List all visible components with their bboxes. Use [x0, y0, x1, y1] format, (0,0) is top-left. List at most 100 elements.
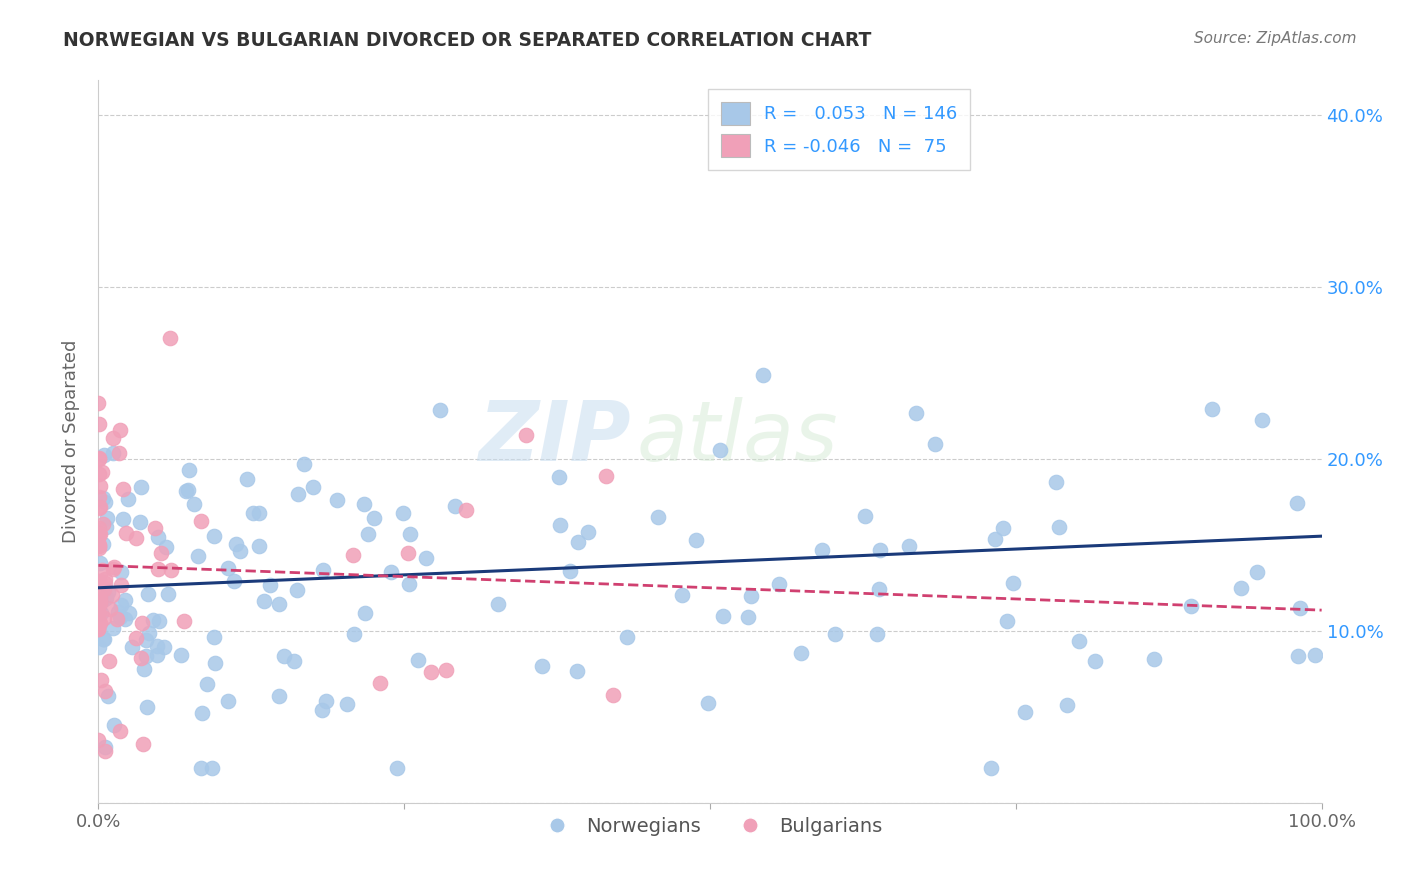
Point — [87, 607, 110, 621]
Point — [1001, 575, 1024, 590]
Point — [190, 514, 212, 528]
Point — [118, 606, 141, 620]
Point — [984, 533, 1007, 547]
Point — [87, 611, 110, 625]
Point — [202, 630, 225, 644]
Point — [107, 446, 129, 460]
Point — [129, 650, 152, 665]
Point — [616, 630, 638, 644]
Point — [117, 492, 139, 507]
Point — [392, 506, 415, 520]
Point — [647, 510, 669, 524]
Point — [1201, 402, 1223, 417]
Point — [790, 646, 813, 660]
Point — [142, 613, 165, 627]
Point — [225, 536, 247, 550]
Point — [108, 423, 131, 437]
Point — [285, 583, 308, 598]
Point — [287, 486, 309, 500]
Text: ZIP: ZIP — [478, 398, 630, 478]
Point — [89, 478, 111, 492]
Point — [415, 551, 437, 566]
Point — [87, 531, 110, 545]
Point — [150, 546, 173, 560]
Point — [177, 483, 200, 498]
Point — [89, 592, 111, 607]
Point — [87, 467, 110, 482]
Point — [89, 556, 111, 570]
Point — [89, 589, 111, 603]
Point — [217, 561, 239, 575]
Point — [97, 584, 120, 599]
Point — [156, 587, 179, 601]
Point — [869, 543, 891, 558]
Point — [93, 582, 115, 597]
Point — [87, 732, 110, 747]
Point — [406, 653, 429, 667]
Point — [456, 502, 478, 516]
Y-axis label: Divorced or Separated: Divorced or Separated — [62, 340, 80, 543]
Point — [110, 578, 132, 592]
Point — [1069, 634, 1091, 648]
Point — [242, 506, 264, 520]
Point — [398, 577, 420, 591]
Point — [87, 597, 110, 611]
Point — [108, 609, 131, 624]
Point — [1303, 648, 1326, 662]
Point — [1014, 705, 1036, 719]
Point — [93, 632, 115, 646]
Point — [90, 606, 112, 620]
Point — [121, 640, 143, 654]
Point — [396, 546, 419, 560]
Point — [98, 602, 121, 616]
Point — [93, 448, 115, 462]
Point — [567, 535, 589, 549]
Point — [100, 588, 122, 602]
Point — [146, 639, 169, 653]
Point — [114, 612, 136, 626]
Point — [236, 472, 259, 486]
Point — [91, 491, 114, 505]
Point — [302, 480, 325, 494]
Point — [125, 631, 148, 645]
Legend: Norwegians, Bulgarians: Norwegians, Bulgarians — [530, 809, 890, 844]
Point — [1286, 496, 1309, 510]
Point — [174, 483, 197, 498]
Text: atlas: atlas — [637, 398, 838, 478]
Point — [711, 608, 734, 623]
Point — [101, 621, 124, 635]
Point — [114, 593, 136, 607]
Point — [357, 527, 380, 541]
Point — [326, 492, 349, 507]
Point — [898, 539, 921, 553]
Point — [443, 499, 465, 513]
Point — [132, 663, 155, 677]
Point — [685, 533, 707, 547]
Text: Source: ZipAtlas.com: Source: ZipAtlas.com — [1194, 31, 1357, 46]
Point — [419, 665, 441, 679]
Point — [94, 573, 117, 587]
Point — [125, 531, 148, 545]
Point — [115, 526, 138, 541]
Point — [550, 517, 572, 532]
Point — [87, 521, 110, 535]
Point — [292, 457, 315, 471]
Point — [105, 612, 128, 626]
Point — [153, 640, 176, 654]
Point — [110, 723, 132, 738]
Point — [1246, 566, 1268, 580]
Point — [1084, 654, 1107, 668]
Point — [363, 510, 385, 524]
Point — [197, 676, 219, 690]
Point — [136, 587, 159, 601]
Point — [312, 563, 335, 577]
Point — [93, 537, 115, 551]
Point — [1045, 475, 1067, 489]
Point — [94, 576, 117, 591]
Point — [107, 605, 129, 619]
Point — [111, 512, 134, 526]
Point — [991, 521, 1014, 535]
Point — [252, 594, 274, 608]
Point — [87, 539, 110, 553]
Point — [110, 598, 132, 612]
